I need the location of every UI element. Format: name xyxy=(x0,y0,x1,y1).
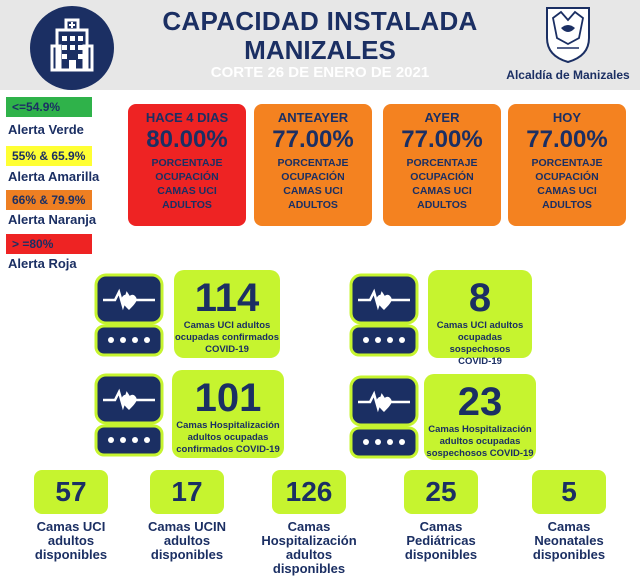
stat-caption: COVID-19 xyxy=(205,344,249,355)
stat-caption: Neonatales xyxy=(534,533,604,548)
occupancy-desc: ADULTOS xyxy=(162,199,212,211)
brand-name: Alcaldía de Manizales xyxy=(506,68,630,82)
legend-chip-yellow: 55% & 65.9% xyxy=(6,146,92,166)
stat-value: 101 xyxy=(194,376,262,420)
available-pediatric-caption: Camas Pediátricas disponibles xyxy=(386,520,496,562)
stat-card-hosp-confirmed: 101 Camas Hospitalización adultos ocupad… xyxy=(172,370,284,458)
stat-caption: disponibles xyxy=(34,547,108,562)
occupancy-value: 77.00% xyxy=(401,126,483,153)
available-uci-adults-caption: Camas UCI adultos disponibles xyxy=(18,520,124,562)
legend-label-red: Alerta Roja xyxy=(8,256,77,271)
stat-caption: ocupadas sospechosos xyxy=(449,332,511,355)
occupancy-desc: CAMAS UCI xyxy=(537,185,597,197)
stat-value: 23 xyxy=(457,380,503,424)
stat-caption: disponibles xyxy=(272,561,346,576)
stat-card-uci-confirmed: 114 Camas UCI adultos ocupadas confirmad… xyxy=(174,270,280,358)
occupancy-desc: OCUPACIÓN xyxy=(410,171,474,183)
stat-caption: Camas UCIN xyxy=(147,519,227,534)
occupancy-card-today: HOY 77.00% PORCENTAJE OCUPACIÓN CAMAS UC… xyxy=(508,104,626,226)
occupancy-desc: ADULTOS xyxy=(417,199,467,211)
stat-caption: Camas xyxy=(547,519,591,534)
stat-caption: COVID-19 xyxy=(458,356,502,367)
stat-caption: Camas UCI xyxy=(36,519,106,534)
legend-label-orange: Alerta Naranja xyxy=(8,212,97,227)
occupancy-desc: CAMAS UCI xyxy=(157,185,217,197)
occupancy-period: ANTEAYER xyxy=(277,110,349,125)
heart-monitor-icon xyxy=(93,272,165,363)
occupancy-desc: PORCENTAJE xyxy=(277,157,349,169)
occupancy-desc: PORCENTAJE xyxy=(151,157,223,169)
occupancy-desc: CAMAS UCI xyxy=(412,185,472,197)
occupancy-period: AYER xyxy=(424,110,460,125)
page-title-line1: CAPACIDAD INSTALADA xyxy=(162,6,478,36)
stat-caption: adultos xyxy=(47,533,95,548)
occupancy-value: 77.00% xyxy=(272,126,354,153)
heart-monitor-icon xyxy=(348,272,420,363)
stat-caption: sospechosos COVID-19 xyxy=(426,448,534,459)
stat-caption: Camas Hospitalización xyxy=(428,424,532,435)
stat-caption: disponibles xyxy=(404,547,478,562)
stat-caption: adultos ocupadas xyxy=(439,436,521,447)
occupancy-card-day-before-yesterday: ANTEAYER 77.00% PORCENTAJE OCUPACIÓN CAM… xyxy=(254,104,372,226)
legend-chip-red: > =80% xyxy=(6,234,92,254)
heart-monitor-icon xyxy=(93,372,165,463)
hospital-building-icon xyxy=(30,6,114,90)
stat-caption: Camas Hospitalización xyxy=(176,420,280,431)
available-neonatal-value: 5 xyxy=(532,470,606,514)
header-bar: CAPACIDAD INSTALADA MANIZALES CORTE 26 D… xyxy=(0,0,640,90)
available-hosp-adults-value: 126 xyxy=(272,470,346,514)
occupancy-value: 80.00% xyxy=(146,126,228,153)
stat-value: 114 xyxy=(194,276,260,320)
stat-caption: disponibles xyxy=(150,547,224,562)
legend-chip-orange: 66% & 79.9% xyxy=(6,190,92,210)
occupancy-desc: PORCENTAJE xyxy=(531,157,603,169)
legend-label-yellow: Alerta Amarilla xyxy=(8,169,100,184)
occupancy-card-4-days-ago: HACE 4 DIAS 80.00% PORCENTAJE OCUPACIÓN … xyxy=(128,104,246,226)
occupancy-desc: ADULTOS xyxy=(542,199,592,211)
occupancy-desc: ADULTOS xyxy=(288,199,338,211)
occupancy-card-yesterday: AYER 77.00% PORCENTAJE OCUPACIÓN CAMAS U… xyxy=(383,104,501,226)
stat-caption: Camas xyxy=(287,519,331,534)
report-date: CORTE 26 DE ENERO DE 2021 xyxy=(210,64,430,81)
heart-monitor-icon xyxy=(348,374,420,465)
available-ucin-adults-caption: Camas UCIN adultos disponibles xyxy=(132,520,242,562)
stat-caption: adultos xyxy=(163,533,211,548)
occupancy-desc: CAMAS UCI xyxy=(283,185,343,197)
stat-caption: disponibles xyxy=(532,547,606,562)
occupancy-value: 77.00% xyxy=(526,126,608,153)
stat-caption: confirmados COVID-19 xyxy=(176,444,280,455)
available-neonatal-caption: Camas Neonatales disponibles xyxy=(514,520,624,562)
occupancy-desc: OCUPACIÓN xyxy=(155,171,219,183)
available-hosp-adults-caption: Camas Hospitalización adultos disponible… xyxy=(250,520,368,576)
stat-card-hosp-suspected: 23 Camas Hospitalización adultos ocupada… xyxy=(424,374,536,460)
stat-caption: adultos ocupadas xyxy=(187,432,269,443)
city-crest-icon xyxy=(543,4,593,64)
stat-caption: Camas xyxy=(419,519,463,534)
occupancy-desc: PORCENTAJE xyxy=(406,157,478,169)
stat-card-uci-suspected: 8 Camas UCI adultos ocupadas sospechosos… xyxy=(428,270,532,367)
occupancy-period: HOY xyxy=(552,110,582,125)
stat-value: 8 xyxy=(468,276,492,320)
stat-caption: Camas UCI adultos xyxy=(183,320,271,331)
available-uci-adults-value: 57 xyxy=(34,470,108,514)
occupancy-desc: OCUPACIÓN xyxy=(535,171,599,183)
stat-caption: Hospitalización xyxy=(261,533,357,548)
available-pediatric-value: 25 xyxy=(404,470,478,514)
occupancy-desc: OCUPACIÓN xyxy=(281,171,345,183)
stat-caption: Pediátricas xyxy=(406,533,476,548)
legend-label-green: Alerta Verde xyxy=(8,122,84,137)
legend-chip-green: <=54.9% xyxy=(6,97,92,117)
stat-caption: ocupadas confirmados xyxy=(175,332,279,343)
available-ucin-adults-value: 17 xyxy=(150,470,224,514)
stat-caption: adultos xyxy=(285,547,333,562)
page-title-line2: MANIZALES xyxy=(244,35,396,65)
occupancy-period: HACE 4 DIAS xyxy=(145,110,229,125)
stat-caption: Camas UCI adultos xyxy=(436,320,524,331)
